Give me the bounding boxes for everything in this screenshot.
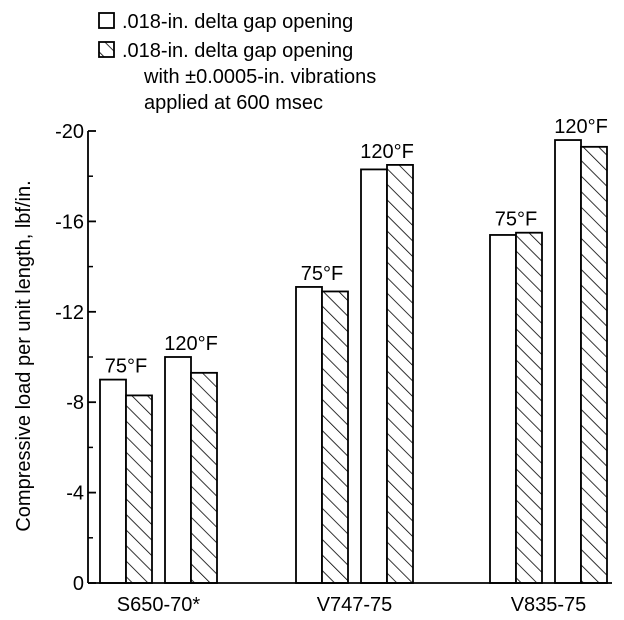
bar-gap-1-1 <box>360 168 388 584</box>
bar-vibration-0-1 <box>190 371 218 584</box>
y-tick-label: -12 <box>55 302 84 324</box>
temperature-labels: 75°F 120°F 75°F 120°F 75°F 120°F <box>105 116 608 378</box>
bar-vibration-2-1 <box>580 145 608 584</box>
x-tick-label: V835-75 <box>511 594 587 616</box>
temperature-label: 120°F <box>554 116 608 138</box>
y-tick-group: 0 -4 -8 -12 -16 -20 <box>55 121 96 595</box>
x-tick-labels: S650-70* V747-75 V835-75 <box>117 594 587 616</box>
bar-gap-2-1 <box>554 139 582 584</box>
bar-gap-2-0 <box>489 234 517 584</box>
y-axis: 0 -4 -8 -12 -16 -20 Compressive load per unit… <box>13 121 96 595</box>
y-tick-label: -8 <box>66 392 84 414</box>
legend-label-series-2-line-1: .018-in. delta gap opening <box>122 40 353 62</box>
bar-vibration-1-0 <box>321 290 349 584</box>
y-axis-title: Compressive load per unit length, lbf/in… <box>13 180 35 531</box>
temperature-label: 120°F <box>360 141 414 163</box>
bar-gap-0-1 <box>164 356 192 584</box>
bar-gap-1-0 <box>295 286 323 584</box>
legend-swatch-open <box>98 12 115 29</box>
x-tick-label: V747-75 <box>317 594 393 616</box>
y-tick-label: -20 <box>55 121 84 143</box>
y-tick-label: 0 <box>73 573 84 595</box>
temperature-label: 75°F <box>495 209 537 231</box>
temperature-label: 75°F <box>105 356 147 378</box>
bars <box>99 139 608 584</box>
temperature-label: 120°F <box>164 333 218 355</box>
legend-swatch-hatched <box>98 41 115 58</box>
temperature-label: 75°F <box>301 263 343 285</box>
bar-vibration-0-0 <box>125 394 153 584</box>
x-tick-label: S650-70* <box>117 594 201 616</box>
legend-label-series-2-line-2: with ±0.0005-in. vibrations <box>143 66 376 88</box>
legend-label-series-1: .018-in. delta gap opening <box>122 11 353 33</box>
y-tick-label: -4 <box>66 483 84 505</box>
bar-vibration-2-0 <box>515 231 543 584</box>
y-tick-label: -16 <box>55 211 84 233</box>
legend: .018-in. delta gap opening .018-in. delt… <box>98 11 376 114</box>
legend-label-series-2-line-3: applied at 600 msec <box>144 92 323 114</box>
bar-vibration-1-1 <box>386 163 414 584</box>
bar-gap-0-0 <box>99 378 127 584</box>
